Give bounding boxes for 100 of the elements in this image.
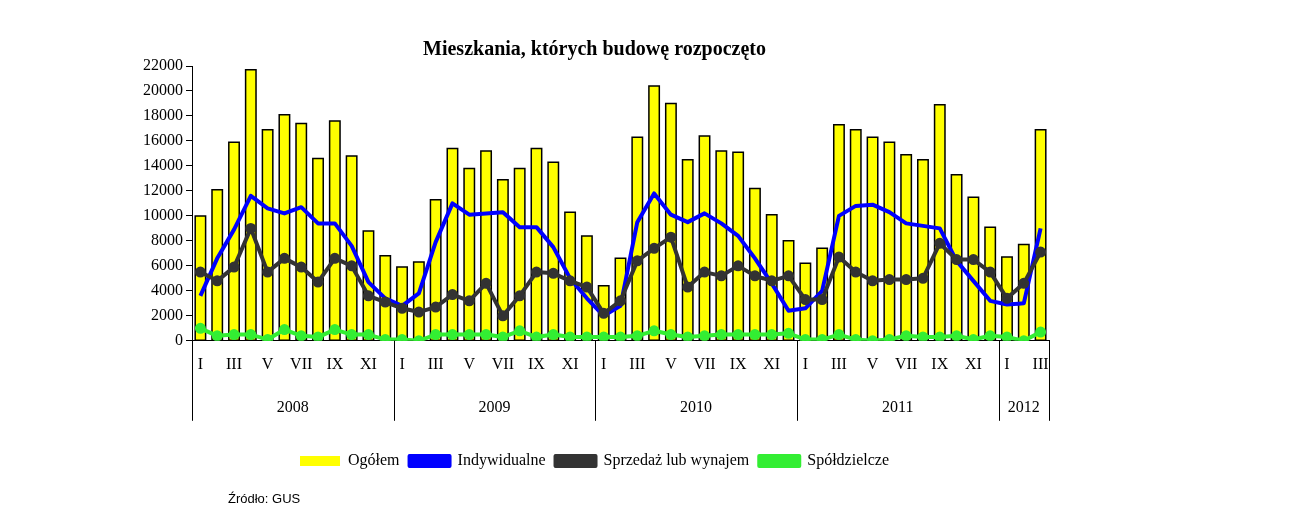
point: [665, 329, 677, 341]
point: [631, 255, 643, 267]
point: [547, 267, 559, 279]
point: [581, 331, 593, 341]
point: [362, 290, 374, 302]
point: [615, 295, 626, 307]
point: [430, 329, 442, 341]
point: [430, 301, 442, 313]
point: [917, 331, 929, 341]
point: [766, 329, 778, 341]
point: [749, 329, 761, 341]
point: [900, 330, 912, 341]
point: [329, 324, 341, 336]
y-tick-label: 10000: [143, 206, 183, 224]
y-tick-label: 12000: [143, 181, 183, 199]
point: [312, 331, 324, 341]
point: [715, 270, 727, 282]
point: [598, 331, 610, 341]
point: [463, 295, 475, 307]
point: [984, 330, 996, 341]
point: [329, 252, 341, 264]
point: [295, 330, 307, 341]
x-tick-label: I: [802, 354, 809, 372]
point: [312, 276, 324, 288]
point: [833, 251, 845, 263]
point: [648, 325, 660, 337]
point: [1018, 277, 1030, 289]
point: [211, 275, 223, 287]
x-tick-label: III: [427, 354, 444, 372]
point: [480, 277, 492, 289]
point: [934, 237, 946, 249]
point: [346, 329, 358, 341]
point: [564, 275, 576, 287]
point: [934, 331, 946, 341]
point: [463, 329, 475, 341]
y-tick-label: 16000: [143, 131, 183, 149]
point: [900, 274, 912, 286]
y-tick-label: 6000: [151, 256, 183, 274]
x-tick-label: I: [197, 354, 204, 372]
legend-label: Indywidualne: [457, 451, 546, 470]
x-tick-label: XI: [561, 354, 579, 372]
point: [530, 331, 542, 341]
point: [615, 331, 626, 341]
x-tick-label: V: [261, 354, 274, 372]
point: [732, 329, 744, 341]
chart-title: Mieszkania, których budowę rozpoczęto: [423, 37, 766, 61]
point: [211, 330, 223, 341]
text: 2009: [478, 398, 511, 415]
text: 2010: [680, 398, 713, 415]
text: Źródło: GUS: [228, 491, 301, 506]
point: [379, 296, 391, 308]
point: [245, 222, 257, 234]
point: [867, 275, 879, 287]
point: [446, 289, 458, 301]
point: [514, 290, 526, 302]
point: [413, 306, 425, 318]
x-tick-label: VII: [895, 354, 918, 372]
point: [446, 329, 458, 341]
y-tick-label: 18000: [143, 106, 183, 124]
point: [1001, 331, 1013, 341]
point: [194, 322, 206, 334]
point: [967, 254, 979, 266]
point: [497, 310, 509, 322]
point: [732, 260, 744, 272]
point: [984, 266, 996, 278]
x-tick-label: III: [830, 354, 847, 372]
point: [514, 325, 526, 337]
y-tick-label: 22000: [143, 56, 183, 74]
point: [530, 266, 542, 278]
point: [396, 302, 408, 314]
y-tick-label: 2000: [151, 306, 183, 324]
point: [564, 331, 576, 341]
x-tick-label: IX: [729, 354, 748, 372]
point: [833, 329, 845, 341]
point: [1001, 292, 1013, 304]
point: [682, 331, 694, 341]
x-tick-label: IX: [931, 354, 949, 372]
point: [278, 252, 290, 264]
x-tick-label: V: [866, 354, 879, 372]
x-tick-label: XI: [360, 354, 377, 372]
legend-label: Ogółem: [348, 451, 401, 470]
point: [581, 281, 593, 293]
point: [1035, 246, 1047, 258]
x-tick-label: VII: [693, 354, 716, 372]
point: [699, 266, 711, 278]
point: [749, 270, 761, 282]
point: [278, 324, 290, 336]
point: [228, 329, 240, 341]
point: [228, 261, 240, 273]
point: [497, 331, 509, 341]
point: [715, 329, 727, 341]
x-tick-label: I: [399, 354, 405, 372]
point: [783, 270, 795, 282]
y-tick-label: 0: [175, 331, 183, 348]
point: [951, 330, 963, 341]
point: [547, 329, 559, 341]
point: [648, 242, 660, 254]
point: [766, 275, 778, 287]
point: [194, 266, 206, 278]
x-tick-label: IX: [326, 354, 344, 372]
